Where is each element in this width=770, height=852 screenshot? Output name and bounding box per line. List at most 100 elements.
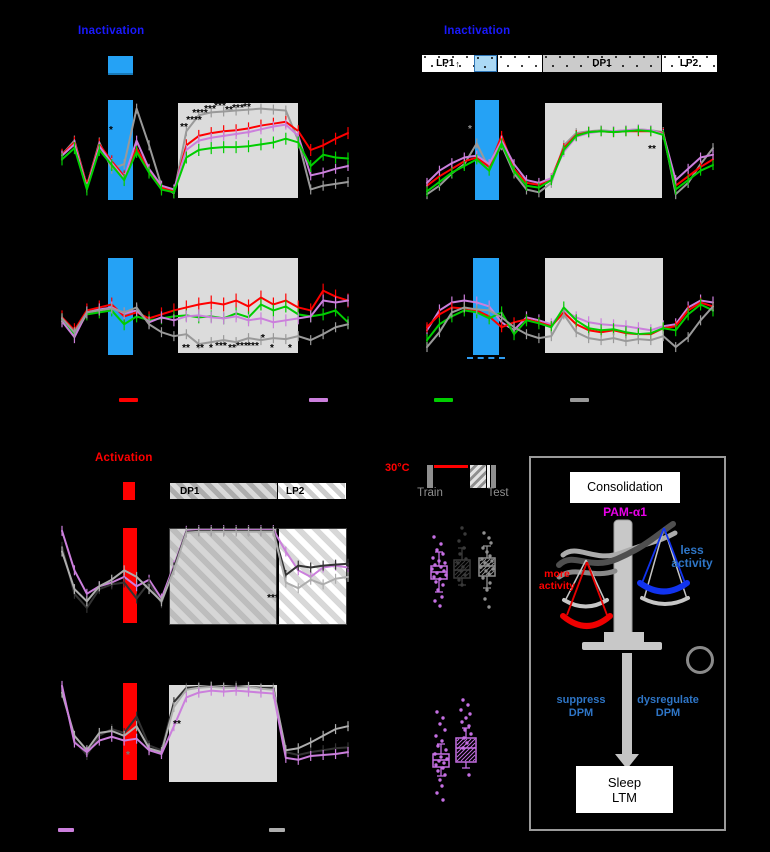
data-point: [467, 773, 471, 777]
data-point: [465, 741, 469, 745]
data-point: [435, 791, 439, 795]
significance-annotation: **: [225, 105, 233, 116]
data-point: [461, 698, 465, 702]
data-point: [479, 565, 483, 569]
data-point: [434, 763, 438, 767]
hatch-line: [454, 560, 458, 564]
hatch-line: [456, 742, 476, 762]
memory-boxplot-panel-2: [420, 695, 535, 807]
data-point: [439, 542, 443, 546]
data-point: [434, 580, 438, 584]
data-point: [463, 532, 467, 536]
significance-annotation: *: [109, 125, 113, 136]
data-point: [443, 773, 447, 777]
balance-beam-lower: [556, 568, 618, 580]
significance-annotation: *: [270, 343, 274, 354]
significance-annotation: *: [126, 750, 130, 761]
data-point: [483, 561, 487, 565]
significance-annotation: **: [196, 343, 204, 354]
trace-svg: ***: [61, 680, 349, 765]
data-point: [437, 559, 441, 563]
data-point: [433, 752, 437, 756]
data-point: [442, 761, 446, 765]
timeline-segment-blank: [497, 55, 542, 72]
data-point: [431, 556, 435, 560]
data-point: [441, 583, 445, 587]
series-line-green: [61, 137, 349, 194]
significance-annotation: **: [228, 343, 236, 354]
downward-arrow-icon: [615, 653, 639, 769]
data-point: [460, 583, 464, 587]
data-point: [468, 712, 472, 716]
data-point: [438, 577, 442, 581]
protocol-timeline-bottom: DP1 LP2: [169, 482, 347, 500]
sleep-trace-panel-mid-right: [425, 250, 715, 359]
data-point: [462, 546, 466, 550]
sleep-trace-panel-activation-2: ** *: [60, 680, 350, 786]
significance-annotation: **: [648, 144, 656, 155]
right-pan-gray: [640, 596, 690, 606]
legend-swatch-red: [119, 398, 138, 402]
significance-annotation: ***: [204, 104, 216, 115]
test-chamber-icon: [470, 465, 486, 488]
data-point: [464, 557, 468, 561]
timeline-label-lp1: LP1: [436, 58, 455, 69]
data-point: [482, 531, 486, 535]
data-point: [457, 578, 461, 582]
series-line-violet: [426, 299, 714, 332]
significance-annotation: ***: [215, 341, 227, 352]
data-point: [442, 569, 446, 573]
balance-post: [613, 519, 633, 642]
data-point: [439, 565, 443, 569]
data-point: [481, 546, 485, 550]
hatch-line: [468, 754, 476, 762]
timeline-segment-lp2: LP2: [661, 55, 716, 72]
series-line-violet: [61, 684, 349, 761]
data-point: [467, 724, 471, 728]
data-point: [461, 746, 465, 750]
significance-annotation: ***: [247, 341, 259, 352]
sleep-text: Sleep: [607, 774, 642, 790]
series-line-gray: [61, 306, 349, 346]
data-point: [436, 769, 440, 773]
boxplot-svg: [430, 526, 496, 609]
hatch-line: [479, 558, 487, 566]
series-line-light-gray: [61, 685, 349, 754]
timeline-segment-dp1-bottom: DP1: [170, 483, 277, 499]
data-point: [430, 567, 434, 571]
hatch-line: [460, 746, 476, 762]
legend-swatch-gray-2: [269, 828, 285, 832]
series-line-red: [61, 289, 349, 332]
series-line-green: [426, 303, 714, 342]
balance-beam-dark: [556, 521, 676, 568]
left-pan-red: [560, 613, 613, 629]
trace-svg: ** ** * *** ** *** ***** *: [61, 283, 349, 354]
suppress-dpm-label: suppress DPM: [556, 694, 606, 719]
trace-svg: ***: [61, 525, 349, 613]
data-point: [441, 716, 445, 720]
protocol-timeline-top: LP1 ↑ DP1 LP2: [421, 54, 718, 73]
data-point: [480, 557, 484, 561]
data-point: [440, 784, 444, 788]
shaded-period-region: [545, 258, 663, 353]
data-point: [490, 559, 494, 563]
data-point: [463, 573, 467, 577]
data-point: [444, 573, 448, 577]
data-point: [445, 757, 449, 761]
timeline-label-lp2: LP2: [679, 58, 699, 69]
data-point: [441, 552, 445, 556]
ltm-text: LTM: [611, 789, 638, 805]
right-pan-strings-blue: [641, 527, 686, 584]
data-point: [463, 728, 467, 732]
timeline-segment-inactivation: [474, 55, 497, 72]
hatch-line: [472, 758, 476, 762]
significance-annotation: ***: [232, 103, 244, 114]
balance-base-lower: [582, 642, 662, 650]
data-point: [441, 798, 445, 802]
data-point: [487, 572, 491, 576]
data-point: [459, 708, 463, 712]
significance-annotation: *: [288, 343, 292, 354]
hatch-line: [481, 562, 495, 576]
box-plot: [455, 737, 477, 763]
